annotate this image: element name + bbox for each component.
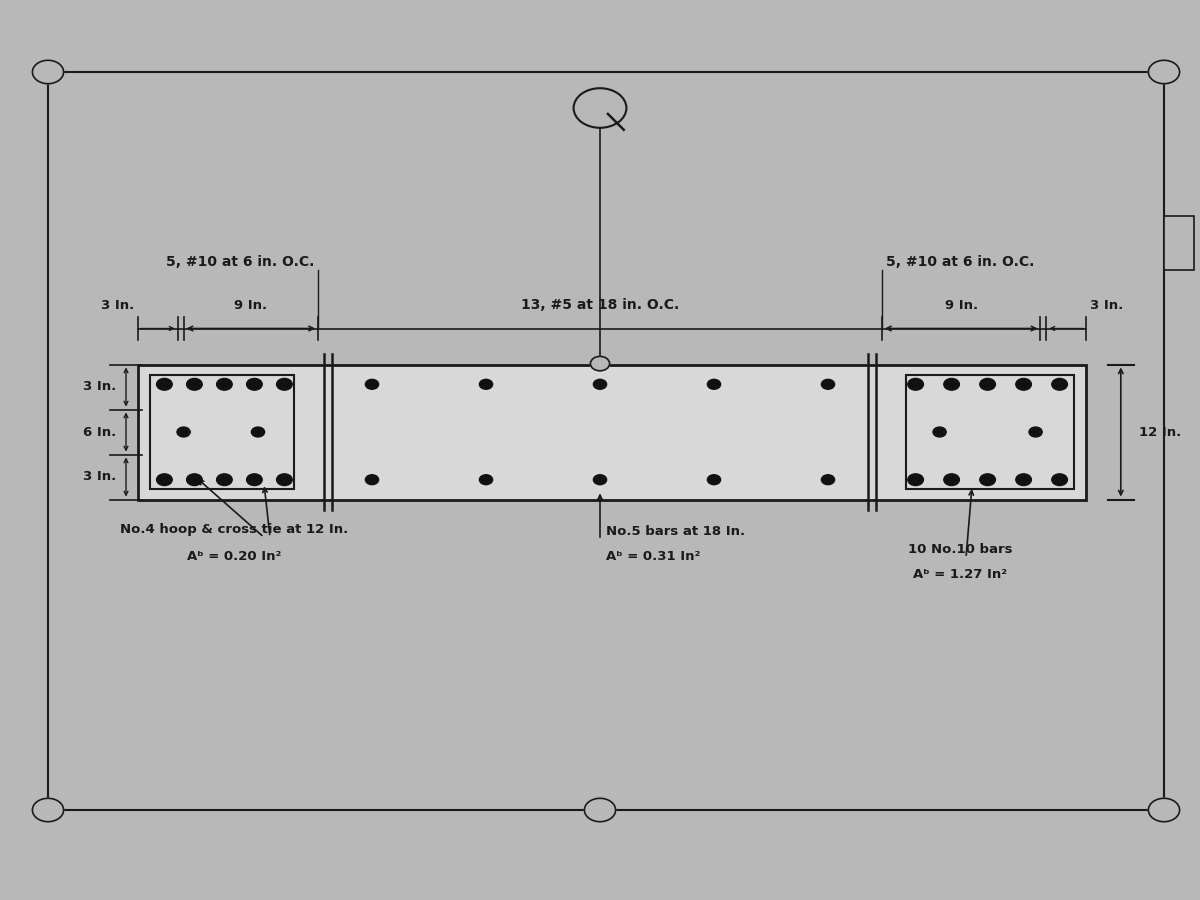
Circle shape (178, 428, 190, 437)
Circle shape (32, 60, 64, 84)
Text: 3 In.: 3 In. (83, 381, 116, 393)
Circle shape (1016, 379, 1032, 391)
Text: 3 In.: 3 In. (101, 300, 134, 312)
Circle shape (1016, 473, 1032, 486)
Circle shape (479, 475, 492, 484)
Circle shape (277, 379, 293, 391)
Text: No.4 hoop & cross tie at 12 In.: No.4 hoop & cross tie at 12 In. (120, 523, 348, 536)
Circle shape (1051, 379, 1068, 391)
Circle shape (979, 379, 995, 391)
Text: 3 In.: 3 In. (1090, 300, 1123, 312)
FancyBboxPatch shape (1164, 216, 1194, 270)
Text: 12 In.: 12 In. (1139, 426, 1181, 438)
Text: 13, #5 at 18 in. O.C.: 13, #5 at 18 in. O.C. (521, 298, 679, 312)
Circle shape (908, 379, 924, 391)
Circle shape (1148, 798, 1180, 822)
Text: 3 In.: 3 In. (83, 471, 116, 483)
Circle shape (156, 379, 173, 391)
Bar (48, 72, 1164, 810)
Circle shape (574, 88, 626, 128)
Circle shape (821, 475, 835, 484)
Circle shape (979, 473, 995, 486)
Circle shape (908, 473, 924, 486)
Text: 10 No.10 bars: 10 No.10 bars (907, 544, 1013, 556)
Bar (138, 364, 1086, 500)
Text: 9 In.: 9 In. (944, 300, 978, 312)
Circle shape (590, 356, 610, 371)
Circle shape (247, 379, 263, 391)
Circle shape (944, 379, 960, 391)
Bar (906, 375, 1074, 489)
Circle shape (593, 380, 607, 390)
Circle shape (365, 380, 379, 390)
Circle shape (584, 798, 616, 822)
Circle shape (1148, 60, 1180, 84)
Text: No.5 bars at 18 In.: No.5 bars at 18 In. (606, 526, 745, 538)
Text: 6 In.: 6 In. (83, 426, 116, 438)
Text: 5, #10 at 6 in. O.C.: 5, #10 at 6 in. O.C. (886, 255, 1034, 269)
Text: 9 In.: 9 In. (234, 300, 268, 312)
Bar (150, 375, 294, 489)
Circle shape (593, 475, 607, 484)
Circle shape (944, 473, 960, 486)
Circle shape (934, 428, 947, 437)
Circle shape (821, 380, 835, 390)
Circle shape (187, 379, 203, 391)
Circle shape (708, 475, 720, 484)
Circle shape (277, 473, 293, 486)
Circle shape (708, 380, 720, 390)
Text: Aᵇ = 1.27 In²: Aᵇ = 1.27 In² (913, 568, 1007, 580)
Text: Aᵇ = 0.20 In²: Aᵇ = 0.20 In² (187, 550, 281, 562)
Circle shape (216, 379, 233, 391)
Circle shape (1051, 473, 1068, 486)
Circle shape (32, 798, 64, 822)
Circle shape (1030, 428, 1042, 437)
Circle shape (216, 473, 233, 486)
Circle shape (365, 475, 379, 484)
Circle shape (247, 473, 263, 486)
Circle shape (252, 428, 265, 437)
Circle shape (156, 473, 173, 486)
Text: 5, #10 at 6 in. O.C.: 5, #10 at 6 in. O.C. (166, 255, 314, 269)
Circle shape (187, 473, 203, 486)
Text: Aᵇ = 0.31 In²: Aᵇ = 0.31 In² (606, 550, 701, 562)
Circle shape (479, 380, 492, 390)
